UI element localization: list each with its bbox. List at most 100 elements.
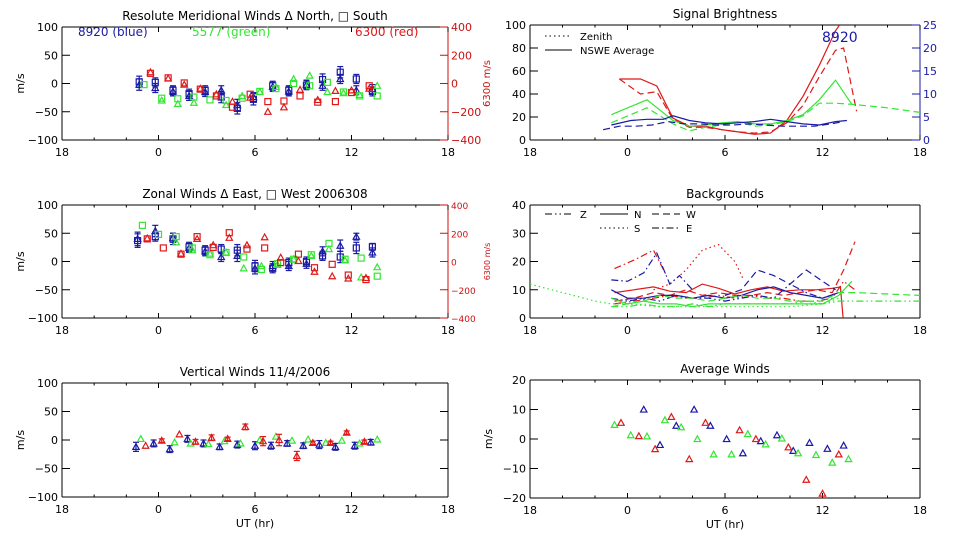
series-line [614, 241, 856, 302]
data-point-triangle [672, 421, 681, 429]
x-tick-label: 18 [523, 504, 537, 517]
data-point-triangle [131, 442, 141, 450]
legend-label: E [686, 224, 692, 235]
data-point-triangle [727, 449, 736, 458]
data-point-triangle [307, 251, 316, 260]
data-point-square [243, 245, 251, 253]
data-point-triangle [299, 441, 308, 449]
data-point-square [352, 75, 360, 83]
x-tick-label: 12 [816, 146, 830, 159]
series-blue [131, 434, 376, 454]
data-point-triangle [342, 428, 351, 436]
data-point-triangle [313, 95, 322, 104]
data-point-triangle [373, 81, 382, 89]
data-point-triangle [693, 434, 702, 443]
data-point-triangle [208, 240, 218, 249]
y-tick-label: 100 [37, 377, 58, 390]
data-point-triangle [168, 233, 178, 241]
y2-tick-label: 400 [451, 202, 468, 212]
x-tick-label: 6 [722, 324, 729, 337]
series-line [724, 269, 836, 296]
y2-tick-label: 10 [923, 88, 937, 101]
data-point-triangle [361, 273, 371, 282]
series-line [614, 283, 844, 318]
data-point-triangle [245, 93, 255, 101]
series-line [653, 243, 744, 291]
data-point-triangle [168, 86, 178, 95]
data-point-triangle [192, 234, 202, 243]
y-tick-label: 100 [37, 199, 58, 212]
data-point-triangle [302, 259, 311, 267]
data-point-square [373, 272, 381, 280]
data-point-triangle [331, 86, 340, 95]
data-point-triangle [327, 271, 337, 280]
plot-area [133, 221, 382, 284]
data-point-triangle [146, 67, 155, 76]
data-point-triangle [321, 438, 330, 447]
data-point-triangle [273, 260, 282, 269]
y-axis-label: m/s [482, 429, 495, 449]
data-point-square [344, 271, 352, 279]
y-tick-label: 20 [512, 256, 526, 269]
data-point-triangle [274, 435, 284, 444]
data-point-square [240, 253, 248, 261]
y-tick-label: −20 [503, 492, 526, 505]
wavelength-annotation: 8920 [822, 30, 858, 46]
y-tick-label: −50 [35, 463, 58, 476]
x-tick-label: 18 [913, 146, 927, 159]
data-point-triangle [735, 425, 744, 434]
data-point-square [365, 82, 373, 90]
data-point-triangle [610, 420, 619, 428]
series-line [611, 251, 693, 291]
data-point-triangle [308, 438, 318, 447]
data-point-triangle [789, 446, 798, 454]
x-tick-label: 12 [345, 146, 359, 159]
data-point-triangle [163, 73, 173, 82]
data-point-triangle [336, 241, 345, 249]
x-tick-label: 18 [55, 146, 69, 159]
y-axis-label: m/s [14, 73, 27, 93]
y-axis-label: m/s [14, 430, 27, 450]
y2-tick-label: −400 [451, 315, 476, 325]
data-point-triangle [157, 96, 166, 104]
data-point-triangle [188, 245, 197, 254]
data-point-square [373, 92, 381, 100]
y-tick-label: 60 [512, 65, 526, 78]
data-point-square [140, 81, 148, 89]
data-point-triangle [738, 448, 748, 457]
series-line [619, 25, 841, 135]
data-point-triangle [761, 439, 770, 448]
data-point-square [222, 96, 230, 105]
y-tick-label: −50 [35, 284, 58, 297]
chart-title: Zonal Winds Δ East, □ West 2006308 [142, 187, 367, 201]
plot-area [602, 25, 920, 135]
y-tick-label: 40 [512, 88, 526, 101]
y2-axis-label: 6300 m/s [483, 243, 492, 281]
y2-tick-label: 20 [923, 42, 937, 55]
chart-meridional: Resolute Meridional Winds Δ North, □ Sou… [14, 9, 493, 159]
data-point-triangle [250, 441, 260, 449]
series-line [602, 120, 844, 131]
data-point-triangle [667, 412, 676, 421]
data-point-triangle [207, 433, 216, 441]
data-point-triangle [709, 449, 718, 458]
y-tick-label: 10 [512, 284, 526, 297]
data-point-triangle [217, 85, 226, 94]
data-point-triangle [318, 246, 327, 255]
data-point-triangle [315, 440, 324, 448]
data-point-triangle [650, 444, 660, 453]
x-tick-label: 6 [722, 504, 729, 517]
x-tick-label: 18 [913, 324, 927, 337]
data-point-triangle [221, 100, 231, 109]
x-tick-label: 0 [624, 324, 631, 337]
data-point-triangle [221, 248, 231, 256]
series-red [146, 67, 374, 115]
data-point-triangle [639, 405, 648, 413]
data-point-square [261, 244, 269, 252]
x-tick-label: 18 [55, 503, 69, 516]
data-point-triangle [347, 85, 356, 94]
series-green [138, 221, 382, 281]
data-point-square [296, 92, 304, 100]
